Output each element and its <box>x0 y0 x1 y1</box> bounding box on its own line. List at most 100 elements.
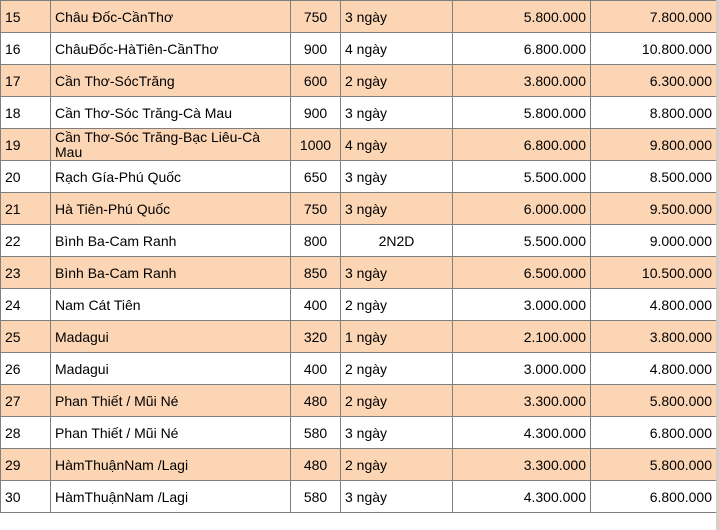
cell-distance[interactable]: 750 <box>290 0 341 33</box>
cell-price-1[interactable]: 5.800.000 <box>452 96 591 129</box>
cell-distance[interactable]: 650 <box>290 160 341 193</box>
cell-price-2[interactable]: 6.800.000 <box>590 480 717 513</box>
cell-row-number[interactable]: 22 <box>0 224 51 257</box>
cell-price-2[interactable]: 6.300.000 <box>590 64 717 97</box>
cell-distance[interactable]: 800 <box>290 224 341 257</box>
cell-price-2[interactable]: 9.800.000 <box>590 128 717 161</box>
cell-distance[interactable]: 580 <box>290 480 341 513</box>
cell-route[interactable]: Cần Thơ-Sóc Trăng-Bạc Liêu-Cà Mau <box>50 128 291 161</box>
cell-route[interactable]: Nam Cát Tiên <box>50 288 291 321</box>
cell-price-2[interactable]: 5.800.000 <box>590 384 717 417</box>
cell-price-1[interactable]: 6.500.000 <box>452 256 591 289</box>
cell-distance[interactable]: 320 <box>290 320 341 353</box>
cell-row-number[interactable]: 24 <box>0 288 51 321</box>
cell-price-1[interactable]: 3.000.000 <box>452 352 591 385</box>
cell-route[interactable]: HàmThuậnNam /Lagi <box>50 448 291 481</box>
cell-row-number[interactable]: 26 <box>0 352 51 385</box>
cell-route[interactable]: Madagui <box>50 352 291 385</box>
cell-price-2[interactable]: 5.800.000 <box>590 448 717 481</box>
cell-price-2[interactable]: 8.800.000 <box>590 96 717 129</box>
cell-price-2[interactable]: 9.000.000 <box>590 224 717 257</box>
cell-duration[interactable]: 2N2D <box>340 224 453 257</box>
cell-price-1[interactable]: 5.800.000 <box>452 0 591 33</box>
cell-route[interactable]: Cần Thơ-SócTrăng <box>50 64 291 97</box>
cell-distance[interactable]: 480 <box>290 384 341 417</box>
cell-route[interactable]: Rạch Gía-Phú Quốc <box>50 160 291 193</box>
cell-duration[interactable]: 4 ngày <box>340 128 453 161</box>
cell-price-1[interactable]: 6.800.000 <box>452 128 591 161</box>
cell-row-number[interactable]: 16 <box>0 32 51 65</box>
table-row: 26 Madagui 400 2 ngày 3.000.000 4.800.000 <box>0 352 717 385</box>
cell-distance[interactable]: 400 <box>290 352 341 385</box>
cell-route[interactable]: ChâuĐốc-HàTiên-CầnThơ <box>50 32 291 65</box>
cell-duration[interactable]: 3 ngày <box>340 96 453 129</box>
cell-route[interactable]: Cần Thơ-Sóc Trăng-Cà Mau <box>50 96 291 129</box>
table-body: 15 Châu Đốc-CầnThơ 750 3 ngày 5.800.000 7.800… <box>0 0 717 513</box>
cell-price-2[interactable]: 10.500.000 <box>590 256 717 289</box>
cell-row-number[interactable]: 25 <box>0 320 51 353</box>
table-row: 29 HàmThuậnNam /Lagi 480 2 ngày 3.300.000 5.8… <box>0 448 717 481</box>
cell-price-2[interactable]: 6.800.000 <box>590 416 717 449</box>
cell-row-number[interactable]: 19 <box>0 128 51 161</box>
cell-duration[interactable]: 3 ngày <box>340 192 453 225</box>
cell-row-number[interactable]: 27 <box>0 384 51 417</box>
cell-duration[interactable]: 3 ngày <box>340 160 453 193</box>
cell-price-1[interactable]: 4.300.000 <box>452 416 591 449</box>
cell-distance[interactable]: 1000 <box>290 128 341 161</box>
cell-row-number[interactable]: 20 <box>0 160 51 193</box>
cell-route[interactable]: HàmThuậnNam /Lagi <box>50 480 291 513</box>
cell-distance[interactable]: 600 <box>290 64 341 97</box>
cell-duration[interactable]: 1 ngày <box>340 320 453 353</box>
cell-price-1[interactable]: 3.300.000 <box>452 448 591 481</box>
cell-distance[interactable]: 900 <box>290 96 341 129</box>
cell-route[interactable]: Phan Thiết / Mũi Né <box>50 416 291 449</box>
cell-price-1[interactable]: 3.000.000 <box>452 288 591 321</box>
cell-duration[interactable]: 2 ngày <box>340 288 453 321</box>
cell-row-number[interactable]: 18 <box>0 96 51 129</box>
cell-duration[interactable]: 3 ngày <box>340 416 453 449</box>
cell-row-number[interactable]: 21 <box>0 192 51 225</box>
cell-route[interactable]: Bình Ba-Cam Ranh <box>50 224 291 257</box>
cell-route[interactable]: Bình Ba-Cam Ranh <box>50 256 291 289</box>
cell-price-1[interactable]: 2.100.000 <box>452 320 591 353</box>
cell-duration[interactable]: 2 ngày <box>340 352 453 385</box>
cell-duration[interactable]: 3 ngày <box>340 480 453 513</box>
cell-row-number[interactable]: 23 <box>0 256 51 289</box>
cell-price-2[interactable]: 4.800.000 <box>590 288 717 321</box>
cell-duration[interactable]: 2 ngày <box>340 64 453 97</box>
cell-price-2[interactable]: 7.800.000 <box>590 0 717 33</box>
cell-duration[interactable]: 2 ngày <box>340 384 453 417</box>
table-row: 23 Bình Ba-Cam Ranh 850 3 ngày 6.500.000 10.5… <box>0 256 717 289</box>
cell-distance[interactable]: 400 <box>290 288 341 321</box>
cell-price-2[interactable]: 4.800.000 <box>590 352 717 385</box>
cell-price-2[interactable]: 3.800.000 <box>590 320 717 353</box>
cell-distance[interactable]: 750 <box>290 192 341 225</box>
cell-price-1[interactable]: 3.800.000 <box>452 64 591 97</box>
cell-duration[interactable]: 4 ngày <box>340 32 453 65</box>
cell-duration[interactable]: 2 ngày <box>340 448 453 481</box>
cell-route[interactable]: Madagui <box>50 320 291 353</box>
cell-distance[interactable]: 850 <box>290 256 341 289</box>
cell-route[interactable]: Phan Thiết / Mũi Né <box>50 384 291 417</box>
cell-price-1[interactable]: 6.800.000 <box>452 32 591 65</box>
cell-distance[interactable]: 900 <box>290 32 341 65</box>
cell-route[interactable]: Châu Đốc-CầnThơ <box>50 0 291 33</box>
cell-duration[interactable]: 3 ngày <box>340 0 453 33</box>
cell-price-1[interactable]: 5.500.000 <box>452 160 591 193</box>
cell-price-2[interactable]: 10.800.000 <box>590 32 717 65</box>
cell-distance[interactable]: 480 <box>290 448 341 481</box>
cell-price-2[interactable]: 8.500.000 <box>590 160 717 193</box>
cell-price-1[interactable]: 6.000.000 <box>452 192 591 225</box>
cell-row-number[interactable]: 17 <box>0 64 51 97</box>
cell-row-number[interactable]: 29 <box>0 448 51 481</box>
cell-price-2[interactable]: 9.500.000 <box>590 192 717 225</box>
cell-row-number[interactable]: 30 <box>0 480 51 513</box>
cell-route[interactable]: Hà Tiên-Phú Quốc <box>50 192 291 225</box>
cell-price-1[interactable]: 3.300.000 <box>452 384 591 417</box>
cell-row-number[interactable]: 15 <box>0 0 51 33</box>
cell-row-number[interactable]: 28 <box>0 416 51 449</box>
cell-price-1[interactable]: 5.500.000 <box>452 224 591 257</box>
cell-distance[interactable]: 580 <box>290 416 341 449</box>
cell-price-1[interactable]: 4.300.000 <box>452 480 591 513</box>
cell-duration[interactable]: 3 ngày <box>340 256 453 289</box>
